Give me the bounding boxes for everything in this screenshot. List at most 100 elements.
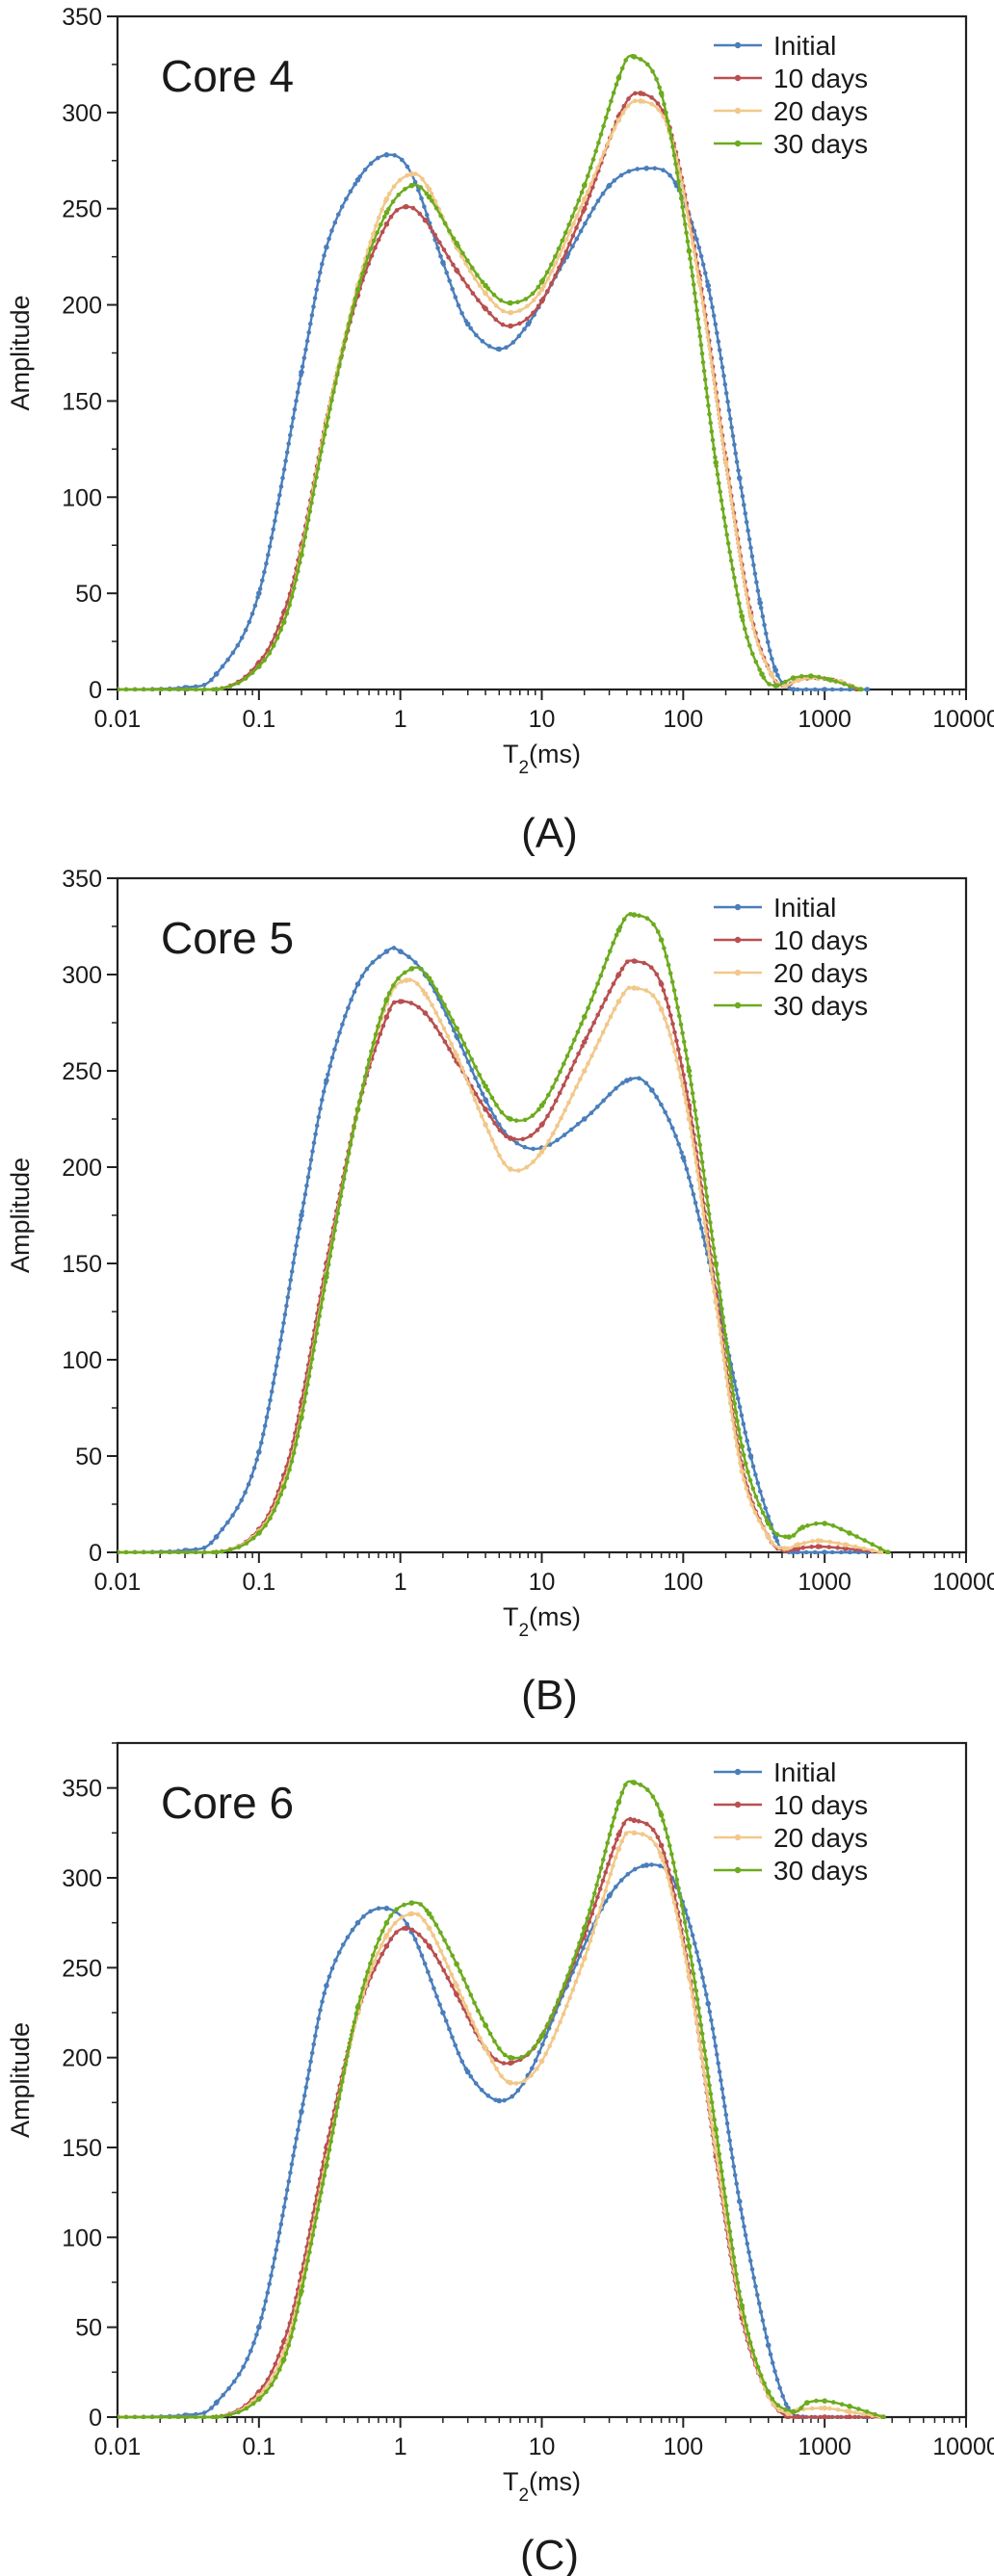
series-marker	[682, 1951, 688, 1956]
series-marker	[708, 351, 713, 357]
series-marker	[305, 2076, 310, 2081]
series-marker	[774, 1532, 780, 1537]
series-marker	[424, 973, 430, 977]
series-marker	[312, 1340, 318, 1344]
data-point	[847, 1530, 852, 1536]
series-marker	[492, 1121, 497, 1126]
series-marker	[468, 269, 473, 273]
data-point	[615, 972, 622, 977]
series-marker	[341, 1942, 346, 1947]
series-marker	[679, 1150, 684, 1156]
series-marker	[353, 296, 358, 301]
series-marker	[434, 1940, 440, 1946]
series-marker	[318, 2008, 323, 2013]
series-marker	[334, 373, 340, 377]
series-marker	[722, 1332, 728, 1338]
series-marker	[275, 1355, 280, 1360]
data-point	[426, 1911, 432, 1917]
series-marker	[318, 1106, 323, 1111]
series-marker	[705, 1203, 711, 1208]
series-marker	[573, 1979, 579, 1985]
series-marker	[719, 498, 724, 503]
series-marker	[713, 1255, 718, 1260]
data-point	[696, 278, 702, 285]
data-point	[713, 2147, 719, 2154]
series-marker	[689, 1184, 693, 1188]
series-marker	[570, 1988, 576, 1992]
series-marker	[305, 517, 311, 523]
series-marker	[625, 959, 630, 964]
series-marker	[580, 1043, 585, 1049]
series-marker	[693, 1989, 699, 1993]
series-marker	[830, 1523, 836, 1528]
series-marker	[513, 1118, 519, 1123]
series-marker	[175, 2414, 181, 2419]
series-marker	[300, 2283, 305, 2289]
series-marker	[250, 1535, 256, 1541]
series-marker	[266, 1406, 272, 1412]
y-tick-label: 200	[62, 1155, 102, 1182]
series-marker	[540, 2042, 545, 2047]
series-marker	[726, 2129, 731, 2135]
series-marker	[149, 1549, 155, 1554]
series-marker	[673, 997, 679, 1002]
series-marker	[741, 1421, 746, 1426]
series-marker	[689, 232, 693, 237]
data-point	[759, 671, 765, 677]
series-marker	[744, 519, 749, 525]
series-marker	[428, 1017, 433, 1023]
data-point	[256, 2396, 262, 2403]
series-marker	[308, 2241, 314, 2247]
series-marker	[268, 1516, 273, 1521]
series-marker	[515, 2088, 521, 2093]
series-marker	[333, 1958, 338, 1963]
series-marker	[715, 1271, 720, 1277]
data-point	[213, 1549, 220, 1554]
series-marker	[693, 1107, 697, 1113]
series-marker	[734, 2181, 739, 2186]
data-point	[440, 259, 446, 266]
series-marker	[343, 1013, 348, 1019]
x-tick-label: 100	[663, 2433, 703, 2460]
y-tick-label: 100	[62, 2225, 102, 2251]
series-marker	[291, 2153, 296, 2158]
series-marker	[349, 313, 353, 318]
series-marker	[839, 1549, 844, 1554]
series-marker	[734, 459, 740, 464]
series-marker	[410, 205, 416, 211]
series-marker	[755, 2292, 760, 2298]
series-marker	[628, 1816, 633, 1822]
series-marker	[387, 1007, 392, 1012]
data-point	[737, 475, 743, 481]
series-marker	[647, 1835, 653, 1841]
series-marker	[322, 2173, 327, 2178]
series-marker	[770, 2360, 775, 2365]
data-point	[324, 1274, 329, 1280]
series-marker	[694, 266, 700, 272]
legend-label: 30 days	[773, 991, 868, 1021]
data-point	[815, 1538, 822, 1544]
data-point	[280, 1484, 287, 1490]
series-marker	[531, 1159, 536, 1164]
series-marker	[690, 1993, 695, 1999]
series-marker	[690, 1933, 695, 1938]
series-marker	[458, 1044, 464, 1049]
data-point	[483, 305, 488, 312]
series-marker	[287, 603, 293, 608]
series-marker	[485, 2051, 491, 2056]
series-marker	[753, 660, 759, 664]
series-marker	[470, 2019, 476, 2025]
series-marker	[732, 2263, 738, 2269]
series-marker	[633, 98, 638, 104]
series-marker	[327, 236, 331, 242]
series-marker	[438, 213, 443, 219]
series-marker	[729, 498, 734, 503]
series-marker	[450, 286, 456, 292]
series-marker	[476, 2008, 481, 2014]
series-marker	[690, 273, 695, 278]
data-point	[581, 195, 588, 202]
series-marker	[609, 1853, 614, 1859]
series-marker	[313, 2033, 318, 2039]
series-marker	[836, 1541, 841, 1546]
series-marker	[764, 2335, 770, 2340]
